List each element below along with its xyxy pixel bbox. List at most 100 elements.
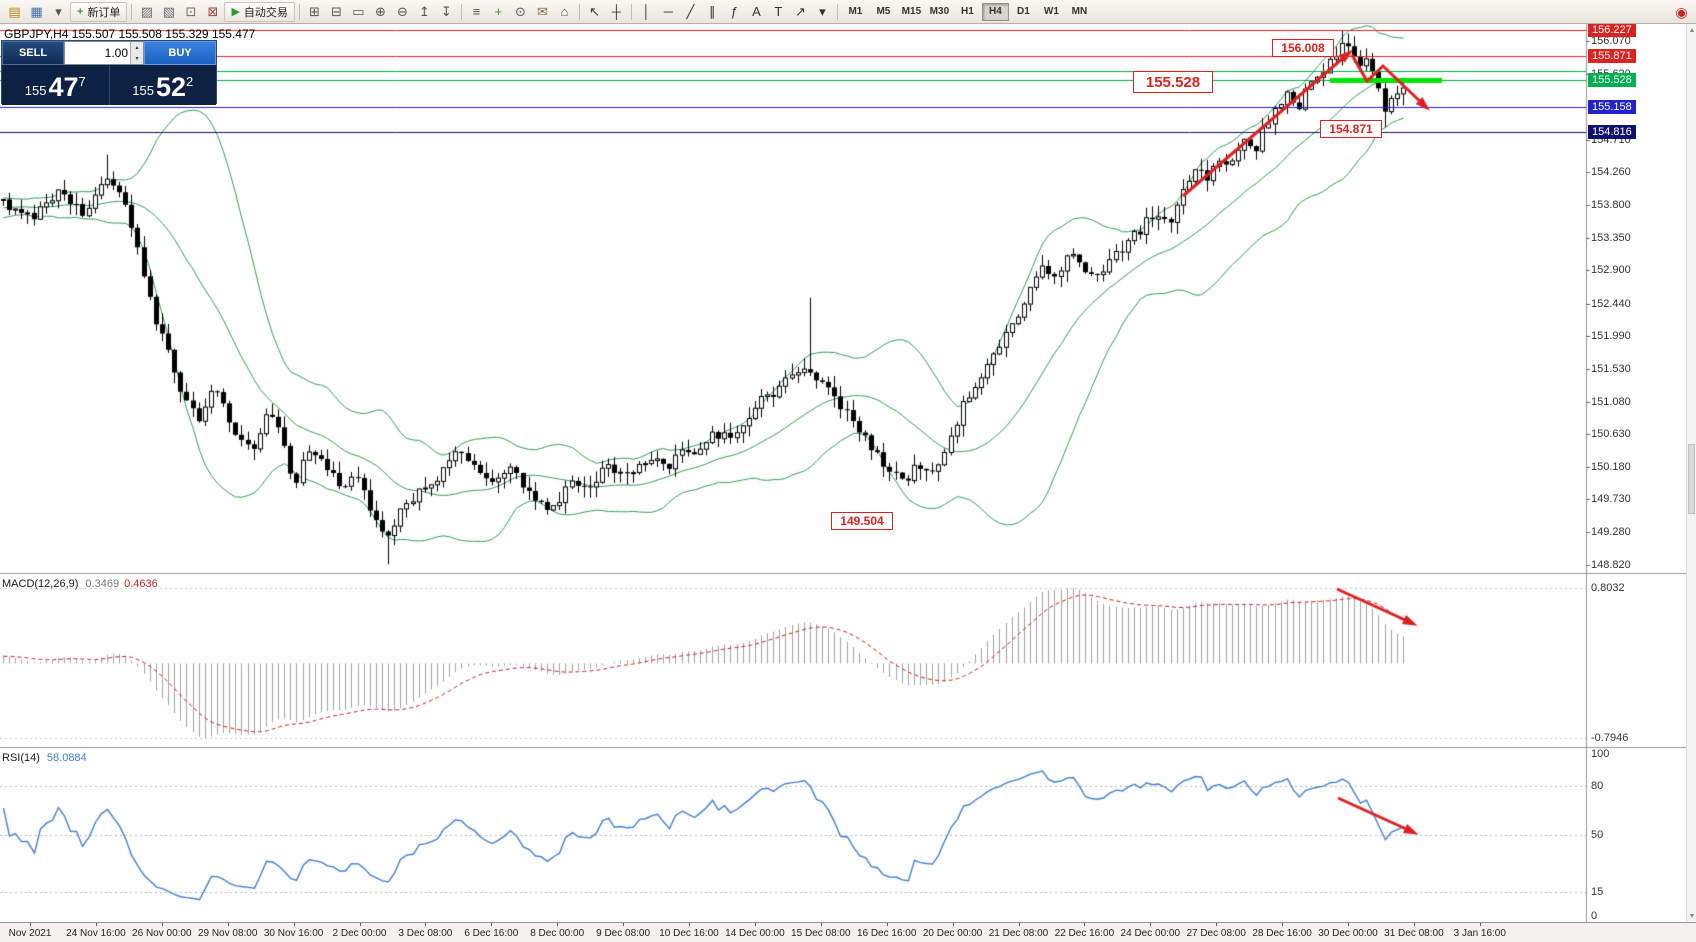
toolbar-separator <box>578 3 580 20</box>
templates-icon[interactable]: ⌂ <box>560 4 569 19</box>
sell-button[interactable]: SELL <box>2 41 64 65</box>
new-chart-icon[interactable]: ▦ <box>30 4 43 19</box>
price-level-label: 155.158 <box>1588 100 1636 115</box>
channel-icon[interactable]: ∥ <box>709 4 716 19</box>
text-label-icon[interactable]: T <box>774 4 783 19</box>
toolbar-separator <box>131 3 133 20</box>
price-axis-tick: -0.7946 <box>1591 732 1629 744</box>
time-axis-tick <box>161 923 163 926</box>
macd-signal-value: 0.4636 <box>124 578 158 590</box>
mail-icon[interactable]: ✉ <box>536 4 548 19</box>
time-axis-label: 20 Dec 00:00 <box>922 928 983 939</box>
arrows-icon[interactable]: ↗ <box>794 4 806 19</box>
volume-up-arrow-icon[interactable]: ▴ <box>131 42 143 53</box>
timeframe-w1-button[interactable]: W1 <box>1043 6 1059 17</box>
fibonacci-icon[interactable]: ƒ <box>730 4 739 19</box>
trendline-icon[interactable]: ╱ <box>686 4 695 19</box>
price-annotation-label[interactable]: 149.504 <box>831 512 893 530</box>
time-axis-tick <box>1084 923 1086 926</box>
buy-button[interactable]: BUY <box>144 41 216 65</box>
toolbar-separator <box>836 3 838 20</box>
text-icon[interactable]: A <box>752 4 761 19</box>
time-axis-label: 3 Jan 16:00 <box>1453 928 1506 939</box>
new-order-button[interactable]: + 新订单 <box>70 1 128 22</box>
time-axis-tick <box>30 923 31 926</box>
timeframe-m30-button[interactable]: M30 <box>929 6 950 17</box>
new-order-button-label: 新订单 <box>87 6 121 19</box>
volume-down-arrow-icon[interactable]: ▾ <box>131 53 143 64</box>
price-annotation-label[interactable]: 156.008 <box>1272 39 1334 57</box>
price-axis-tick: 149.730 <box>1591 493 1631 506</box>
time-axis-tick <box>952 923 954 926</box>
timeframe-h4-button[interactable]: H4 <box>981 2 1009 21</box>
time-axis-label: Nov 2021 <box>8 928 52 939</box>
arrange-windows-icon[interactable]: ▭ <box>352 4 365 19</box>
price-axis-tick: 153.350 <box>1591 231 1631 244</box>
price-annotation-label[interactable]: 155.528 <box>1133 71 1213 93</box>
price-axis-tick: 148.820 <box>1591 559 1631 571</box>
time-axis-label: 31 Dec 08:00 <box>1384 928 1444 939</box>
indicators-icon[interactable]: + <box>494 4 503 19</box>
timeframe-h1-button[interactable]: H1 <box>961 6 974 17</box>
timeframe-m15-button[interactable]: M15 <box>901 6 922 17</box>
vertical-scrollbar[interactable]: ▲ ▼ <box>1686 24 1696 922</box>
volume-stepper[interactable]: ▴ ▾ <box>130 42 143 64</box>
bid-price[interactable]: 155 47 7 <box>2 65 109 105</box>
timeframe-m5-button[interactable]: M5 <box>876 6 891 17</box>
shapes-dropdown-icon[interactable]: ▾ <box>819 4 826 19</box>
zoom-in-icon[interactable]: ⊕ <box>374 4 386 19</box>
price-axis-tick: 149.280 <box>1591 525 1631 538</box>
horizontal-line-icon[interactable]: ─ <box>663 4 674 19</box>
objects-list-icon[interactable]: ≡ <box>472 4 481 19</box>
cascade-windows-icon[interactable]: ⊟ <box>330 4 342 19</box>
bid-main: 155 <box>24 83 47 98</box>
new-order-icon[interactable]: ▤ <box>8 4 21 19</box>
strategy-tester-icon[interactable]: ⊠ <box>207 4 219 19</box>
price-annotation-label[interactable]: 154.871 <box>1320 120 1382 138</box>
time-axis-label: 30 Dec 00:00 <box>1318 928 1378 939</box>
scroll-up-icon[interactable]: ▲ <box>1688 26 1696 34</box>
price-level-label: 156.227 <box>1588 23 1636 37</box>
navigator-icon[interactable]: ▧ <box>162 4 176 19</box>
volume-input[interactable]: 1.00 ▴ ▾ <box>64 41 144 65</box>
macd-name: MACD(12,26,9) <box>2 578 79 590</box>
timeframe-mn-button[interactable]: MN <box>1071 6 1088 17</box>
ask-price[interactable]: 155 52 2 <box>108 65 217 105</box>
bid-big: 47 <box>48 72 79 102</box>
autotrade-button-icon: ▶ <box>231 6 240 18</box>
periods-icon[interactable]: ⊙ <box>514 4 526 19</box>
auto-scroll-icon[interactable]: ↧ <box>440 4 452 19</box>
cursor-icon[interactable]: ↖ <box>588 4 600 19</box>
scroll-down-icon[interactable]: ▼ <box>1688 912 1696 920</box>
timeframe-d1-button[interactable]: D1 <box>1017 6 1030 17</box>
crosshair-icon[interactable]: ┼ <box>611 4 622 19</box>
time-axis-tick <box>95 923 97 926</box>
community-icon[interactable]: ◉ <box>1675 3 1688 20</box>
time-axis-tick <box>491 923 493 926</box>
market-watch-icon[interactable]: ▨ <box>140 4 154 19</box>
time-axis-tick <box>1282 923 1284 926</box>
time-axis-tick <box>293 923 295 926</box>
time-axis-label: 10 Dec 16:00 <box>659 928 719 939</box>
rsi-indicator-label: RSI(14) 58.0884 <box>2 752 87 764</box>
time-axis-tick <box>359 923 361 926</box>
time-axis-tick <box>1018 923 1020 926</box>
new-order-button-icon: + <box>77 5 84 18</box>
vertical-line-icon[interactable]: │ <box>642 4 651 19</box>
time-axis-label: 28 Dec 16:00 <box>1252 928 1312 939</box>
volume-value[interactable]: 1.00 <box>104 46 128 60</box>
time-axis-label: 6 Dec 16:00 <box>464 928 519 939</box>
timeframe-m1-button[interactable]: M1 <box>848 6 863 17</box>
scrollbar-thumb[interactable] <box>1688 444 1695 514</box>
terminal-icon[interactable]: ⊡ <box>185 4 197 19</box>
chart-list-dropdown-icon[interactable]: ▾ <box>55 4 62 19</box>
autotrade-button[interactable]: ▶ 自动交易 <box>224 1 295 22</box>
time-axis-tick <box>227 923 229 926</box>
tile-windows-icon[interactable]: ⊞ <box>308 4 320 19</box>
ask-sup: 2 <box>186 74 194 89</box>
zoom-out-icon[interactable]: ⊖ <box>396 4 408 19</box>
chart-shift-icon[interactable]: ↥ <box>418 4 430 19</box>
time-axis[interactable]: Nov 2021 24 Nov 16:00 26 Nov 00:00 29 Nov 0… <box>0 922 1696 942</box>
one-click-trading-panel: SELL 1.00 ▴ ▾ BUY 155 47 7 155 52 2 <box>1 40 217 105</box>
